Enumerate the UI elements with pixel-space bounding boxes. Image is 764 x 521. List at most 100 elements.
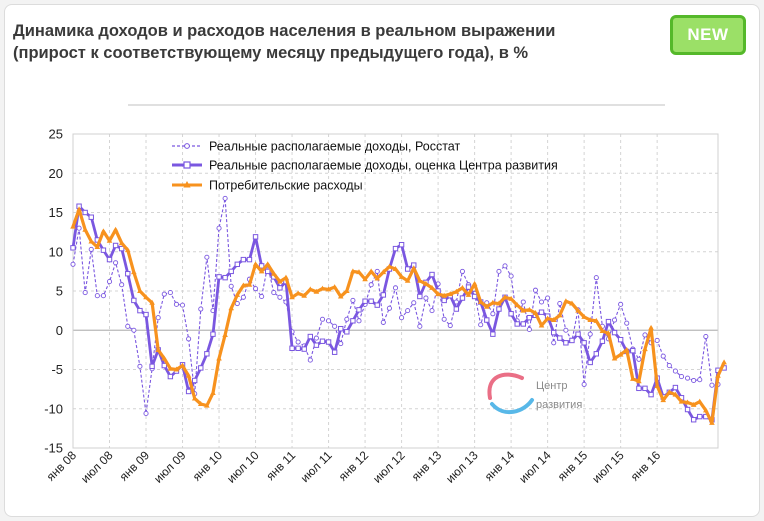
data-point-rosstat: [228, 283, 234, 289]
data-point-consumption: [100, 228, 107, 234]
y-tick-label: 25: [49, 127, 63, 142]
y-tick-label: 15: [49, 205, 63, 220]
data-point-estimate: [234, 261, 240, 268]
data-point-rosstat: [685, 375, 691, 381]
data-point-rosstat: [106, 279, 113, 285]
data-point-estimate: [265, 268, 271, 275]
data-point-rosstat: [392, 285, 399, 291]
data-point-rosstat: [386, 305, 392, 311]
data-point-consumption: [82, 226, 88, 232]
data-point-estimate: [417, 293, 423, 300]
data-point-rosstat: [678, 374, 685, 380]
data-point-rosstat: [271, 290, 277, 296]
data-point-estimate: [441, 297, 447, 304]
data-point-rosstat: [672, 368, 678, 374]
data-point-estimate: [289, 345, 295, 352]
data-point-consumption: [690, 401, 697, 407]
data-point-consumption: [185, 372, 192, 378]
data-point-consumption: [301, 292, 308, 298]
data-point-rosstat: [198, 306, 204, 312]
data-point-consumption: [520, 307, 527, 313]
data-point-estimate: [605, 318, 612, 325]
data-point-estimate: [204, 351, 210, 357]
data-point-rosstat: [161, 291, 167, 297]
series-line-estimate: [71, 204, 725, 422]
data-point-estimate: [191, 377, 198, 384]
data-point-rosstat: [587, 331, 593, 337]
data-point-estimate: [392, 245, 399, 252]
data-point-consumption: [569, 300, 575, 306]
x-tick-label: июл 11: [298, 448, 335, 485]
data-point-consumption: [654, 382, 660, 388]
data-point-consumption: [149, 299, 155, 305]
y-tick-label: 20: [49, 166, 63, 181]
data-point-consumption: [611, 355, 618, 361]
data-point-rosstat: [502, 263, 508, 269]
data-point-estimate: [338, 325, 344, 332]
data-point-rosstat: [581, 381, 587, 387]
data-point-estimate: [404, 266, 411, 272]
data-point-estimate: [185, 388, 192, 395]
data-point-estimate: [70, 245, 76, 251]
data-point-estimate: [356, 307, 362, 313]
data-point-estimate: [258, 263, 265, 269]
data-point-consumption: [703, 407, 709, 413]
data-point-rosstat: [119, 282, 125, 288]
data-point-estimate: [453, 306, 460, 312]
data-point-estimate: [551, 329, 557, 336]
data-point-consumption: [210, 390, 216, 396]
data-point-estimate: [362, 298, 368, 304]
data-point-estimate: [465, 284, 472, 290]
data-point-estimate: [118, 245, 125, 252]
data-point-rosstat: [563, 327, 569, 333]
data-point-consumption: [118, 240, 125, 246]
data-point-rosstat: [411, 300, 417, 306]
data-point-rosstat: [125, 323, 131, 329]
x-tick-label: янв 16: [628, 448, 664, 484]
data-point-estimate: [484, 317, 490, 323]
data-point-estimate: [252, 234, 259, 240]
data-point-consumption: [131, 269, 137, 275]
data-point-estimate: [380, 292, 387, 298]
data-point-consumption: [538, 322, 545, 328]
data-point-consumption: [88, 238, 95, 244]
logo-arc-red: [487, 372, 524, 400]
data-point-rosstat: [478, 322, 484, 328]
data-point-estimate: [636, 385, 642, 392]
data-point-rosstat: [545, 295, 551, 301]
data-point-consumption: [429, 284, 435, 290]
data-point-estimate: [88, 214, 94, 220]
data-point-rosstat: [204, 254, 210, 260]
y-tick-label: -5: [51, 362, 63, 377]
chart-title-line-1: Динамика доходов и расходов населения в …: [13, 22, 556, 40]
data-point-consumption: [271, 270, 277, 276]
data-point-consumption: [319, 285, 326, 291]
data-point-estimate: [325, 339, 332, 345]
data-point-rosstat: [240, 294, 246, 300]
data-point-rosstat: [557, 301, 563, 307]
data-point-estimate: [672, 384, 679, 391]
y-tick-label: 5: [56, 284, 63, 299]
x-tick-label: июл 13: [443, 448, 481, 486]
data-point-consumption: [204, 402, 210, 408]
data-point-consumption: [435, 291, 441, 297]
data-point-estimate: [210, 331, 216, 337]
data-point-rosstat: [332, 323, 338, 329]
x-tick-label: июл 08: [78, 448, 116, 486]
data-point-consumption: [124, 247, 131, 253]
data-point-estimate: [125, 271, 131, 277]
data-point-consumption: [575, 307, 581, 313]
data-point-estimate: [246, 256, 253, 263]
data-point-rosstat: [459, 268, 465, 274]
data-point-consumption: [684, 399, 691, 405]
data-point-consumption: [155, 346, 161, 352]
data-point-estimate: [82, 209, 88, 216]
data-point-estimate: [137, 307, 143, 314]
data-point-estimate: [106, 256, 113, 263]
data-point-rosstat: [624, 320, 630, 326]
data-point-rosstat: [660, 353, 666, 359]
data-point-estimate: [374, 302, 380, 308]
data-point-consumption: [556, 312, 563, 318]
new-badge[interactable]: NEW: [670, 15, 746, 55]
